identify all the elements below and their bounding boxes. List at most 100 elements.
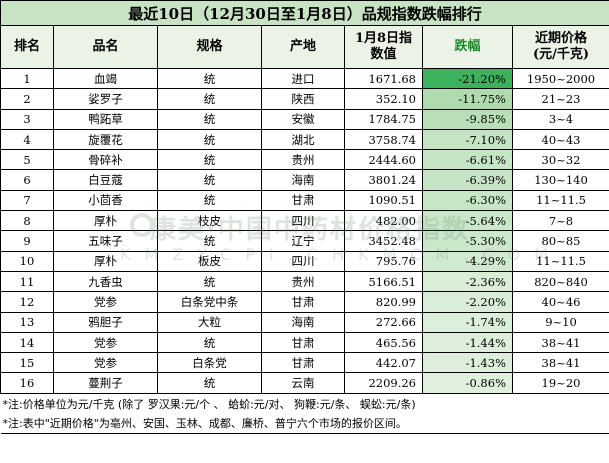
- table-body: 1 血竭统进口 1671.68 -21.20% 1950~2000 2 娑罗子统陕西 352.…: [0, 67, 609, 394]
- cell-rank: 8: [0, 210, 54, 232]
- cell-rank: 7: [0, 189, 54, 212]
- cell-origin: 陕西: [261, 88, 345, 110]
- header-index-line2: 数值: [370, 47, 397, 62]
- cell-rank: 5: [0, 149, 54, 171]
- cell-spec: 大粒: [157, 311, 262, 333]
- header-price: 近期价格 (元/千克): [511, 25, 609, 69]
- cell-origin: 贵州: [261, 149, 345, 171]
- table-row: 5 骨碎补统贵州 2444.60 -6.61% 30~32: [0, 149, 609, 171]
- cell-spec: 白条党中条: [157, 291, 262, 313]
- cell-fluctuation: -9.85%: [422, 108, 513, 130]
- cell-rank: 13: [0, 311, 54, 333]
- note-price-unit: *注:价格单位为元/千克 (除了 罗汉果:元/个 、 蛤蚧:元/对、 狗鞭:元/…: [0, 392, 609, 414]
- cell-name: 血竭: [53, 67, 158, 90]
- header-row: 排名 品名 规格 产地 1月8日指 数值 跌幅 近期价格 (元/千克): [0, 25, 609, 69]
- cell-rank: 12: [0, 291, 54, 313]
- cell-index: 1784.75: [344, 108, 423, 130]
- cell-origin: 甘肃: [261, 331, 345, 354]
- cell-fluctuation: -5.64%: [422, 210, 513, 232]
- cell-name: 厚朴: [53, 250, 158, 272]
- cell-index: 442.07: [344, 352, 423, 374]
- header-rank: 排名: [0, 25, 54, 69]
- cell-origin: 海南: [261, 311, 345, 333]
- cell-price: 7~8: [511, 210, 609, 232]
- cell-fluctuation: -0.86%: [422, 372, 513, 394]
- cell-spec: 统: [157, 108, 262, 130]
- cell-price: 820~840: [511, 270, 609, 293]
- cell-index: 482.00: [344, 210, 423, 232]
- table-title: 最近10日（12月30日至1月8日）品规指数跌幅排行: [0, 0, 609, 26]
- cell-fluctuation: -21.20%: [422, 67, 513, 90]
- header-index-line1: 1月8日指: [354, 31, 413, 46]
- cell-fluctuation: -4.29%: [422, 250, 513, 272]
- cell-rank: 10: [0, 250, 54, 272]
- cell-fluctuation: -2.36%: [422, 270, 513, 293]
- table-row: 6 白豆蔻统海南 3801.24 -6.39% 130~140: [0, 169, 609, 191]
- cell-fluctuation: -6.30%: [422, 189, 513, 212]
- cell-price: 40~46: [511, 291, 609, 313]
- cell-fluctuation: -1.43%: [422, 352, 513, 374]
- cell-origin: 云南: [261, 372, 345, 394]
- table-row: 11 九香虫统贵州 5166.51 -2.36% 820~840: [0, 270, 609, 293]
- cell-price: 3~4: [511, 108, 609, 130]
- cell-spec: 统: [157, 67, 262, 90]
- cell-origin: 湖北: [261, 128, 345, 151]
- cell-origin: 四川: [261, 250, 345, 272]
- cell-spec: 统: [157, 149, 262, 171]
- ranking-table: 最近10日（12月30日至1月8日）品规指数跌幅排行 排名 品名 规格 产地 1…: [0, 0, 609, 434]
- cell-rank: 16: [0, 372, 54, 394]
- cell-index: 3758.74: [344, 128, 423, 151]
- table-row: 7 小茴香统甘肃 1090.51 -6.30% 11~11.5: [0, 189, 609, 212]
- cell-spec: 白条党: [157, 352, 262, 374]
- cell-price: 21~23: [511, 88, 609, 110]
- table-row: 14 党参统甘肃 465.56 -1.44% 38~41: [0, 331, 609, 354]
- table-row: 12 党参 白条党中条 甘肃 820.99 -2.20% 40~46: [0, 291, 609, 313]
- cell-name: 党参: [53, 291, 158, 313]
- cell-fluctuation: -1.44%: [422, 331, 513, 354]
- cell-name: 九香虫: [53, 270, 158, 293]
- cell-spec: 统: [157, 128, 262, 151]
- cell-origin: 甘肃: [261, 189, 345, 212]
- cell-rank: 11: [0, 270, 54, 293]
- table-row: 15 党参 白条党 甘肃 442.07 -1.43% 38~41: [0, 352, 609, 374]
- cell-fluctuation: -11.75%: [422, 88, 513, 110]
- cell-fluctuation: -1.74%: [422, 311, 513, 333]
- cell-price: 38~41: [511, 352, 609, 374]
- cell-spec: 统: [157, 372, 262, 394]
- cell-price: 40~43: [511, 128, 609, 151]
- cell-name: 党参: [53, 331, 158, 354]
- cell-origin: 贵州: [261, 270, 345, 293]
- header-origin: 产地: [261, 25, 345, 69]
- cell-origin: 甘肃: [261, 291, 345, 313]
- cell-rank: 1: [0, 67, 54, 90]
- table-row: 13 鸦胆子 大粒 海南 272.66 -1.74% 9~10: [0, 311, 609, 333]
- cell-price: 1950~2000: [511, 67, 609, 90]
- cell-fluctuation: -2.20%: [422, 291, 513, 313]
- cell-spec: 统: [157, 230, 262, 252]
- cell-index: 3801.24: [344, 169, 423, 191]
- cell-origin: 进口: [261, 67, 345, 90]
- header-fluctuation: 跌幅: [422, 25, 513, 69]
- cell-name: 旋覆花: [53, 128, 158, 151]
- table-row: 16 蔓荆子统云南 2209.26 -0.86% 19~20: [0, 372, 609, 394]
- header-price-line1: 近期价格: [535, 31, 588, 46]
- cell-index: 3452.48: [344, 230, 423, 252]
- cell-name: 鸦胆子: [53, 311, 158, 333]
- table-row: 10 厚朴 板皮 四川 795.76 -4.29% 11~11.5: [0, 250, 609, 272]
- cell-name: 白豆蔻: [53, 169, 158, 191]
- cell-origin: 辽宁: [261, 230, 345, 252]
- header-price-line2: (元/千克): [532, 47, 590, 62]
- cell-fluctuation: -6.61%: [422, 149, 513, 171]
- cell-index: 2209.26: [344, 372, 423, 394]
- cell-fluctuation: -5.30%: [422, 230, 513, 252]
- cell-price: 30~32: [511, 149, 609, 171]
- cell-rank: 3: [0, 108, 54, 130]
- cell-origin: 甘肃: [261, 352, 345, 374]
- cell-spec: 统: [157, 331, 262, 354]
- header-index: 1月8日指 数值: [344, 25, 423, 69]
- note-row: *注:价格单位为元/千克 (除了 罗汉果:元/个 、 蛤蚧:元/对、 狗鞭:元/…: [0, 392, 609, 414]
- cell-index: 5166.51: [344, 270, 423, 293]
- cell-spec: 板皮: [157, 250, 262, 272]
- cell-index: 795.76: [344, 250, 423, 272]
